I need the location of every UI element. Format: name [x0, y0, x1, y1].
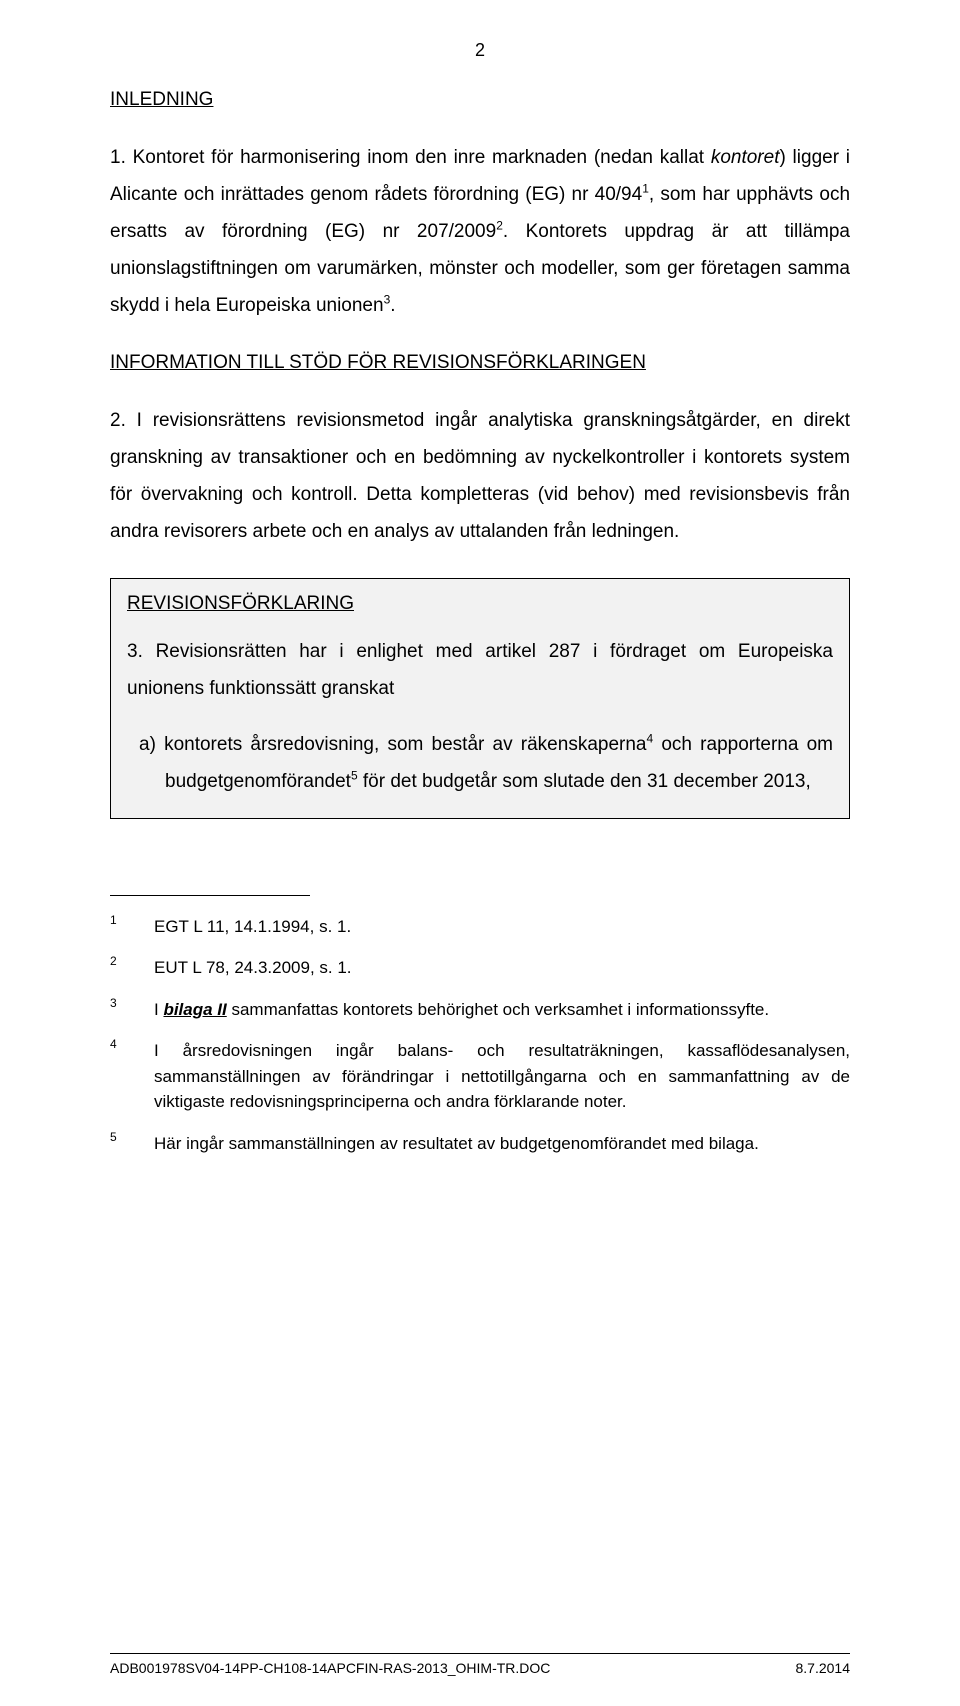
paragraph-3a: a) kontorets årsredovisning, som består …: [127, 726, 833, 800]
paragraph-1: 1. Kontoret för harmonisering inom den i…: [110, 139, 850, 324]
revision-box: REVISIONSFÖRKLARING 3. Revisionsrätten h…: [110, 578, 850, 818]
footnote-5: 5 Här ingår sammanställningen av resulta…: [110, 1131, 850, 1157]
footnote-4-text: I årsredovisningen ingår balans- och res…: [154, 1038, 850, 1115]
footnote-5-text: Här ingår sammanställningen av resultate…: [154, 1131, 850, 1157]
superscript-5: 5: [351, 768, 358, 782]
footer-rule: [110, 1653, 850, 1654]
p1-text-f: .: [390, 295, 395, 316]
page-container: 2 INLEDNING 1. Kontoret för harmoniserin…: [0, 0, 960, 1706]
footnote-1-text: EGT L 11, 14.1.1994, s. 1.: [154, 914, 850, 940]
footnote-5-num: 5: [110, 1128, 154, 1154]
heading-revision: REVISIONSFÖRKLARING: [127, 593, 833, 615]
footer-right: 8.7.2014: [796, 1660, 851, 1676]
footnote-1: 1 EGT L 11, 14.1.1994, s. 1.: [110, 914, 850, 940]
footnote-3: 3 I bilaga II sammanfattas kontorets beh…: [110, 997, 850, 1023]
footnote-2-text: EUT L 78, 24.3.2009, s. 1.: [154, 955, 850, 981]
footnote-4-num: 4: [110, 1035, 154, 1112]
superscript-1: 1: [642, 182, 649, 196]
p1-text-a: 1. Kontoret för harmonisering inom den i…: [110, 147, 711, 168]
footer-left: ADB001978SV04-14PP-CH108-14APCFIN-RAS-20…: [110, 1660, 550, 1676]
heading-inledning: INLEDNING: [110, 89, 850, 111]
p3a-text-a: a) kontorets årsredovisning, som består …: [139, 734, 646, 755]
p1-text-b-italic: kontoret: [711, 147, 780, 168]
superscript-2: 2: [496, 219, 503, 233]
heading-information: INFORMATION TILL STÖD FÖR REVISIONSFÖRKL…: [110, 352, 850, 374]
footnote-3-text: I bilaga II sammanfattas kontorets behör…: [154, 997, 850, 1023]
paragraph-3: 3. Revisionsrätten har i enlighet med ar…: [127, 633, 833, 707]
footnote-1-num: 1: [110, 911, 154, 937]
paragraph-2: 2. I revisionsrättens revisionsmetod ing…: [110, 402, 850, 550]
fn3-post: sammanfattas kontorets behörighet och ve…: [227, 1000, 769, 1019]
footnote-2: 2 EUT L 78, 24.3.2009, s. 1.: [110, 955, 850, 981]
fn3-bold: bilaga II: [163, 1000, 226, 1019]
footnote-2-num: 2: [110, 952, 154, 978]
footnote-4: 4 I årsredovisningen ingår balans- och r…: [110, 1038, 850, 1115]
content-area: INLEDNING 1. Kontoret för harmonisering …: [110, 89, 850, 1676]
footnote-rule: [110, 895, 310, 896]
page-number: 2: [110, 40, 850, 61]
p3a-text-c: för det budgetår som slutade den 31 dece…: [358, 771, 811, 792]
footnote-3-num: 3: [110, 994, 154, 1020]
footer: ADB001978SV04-14PP-CH108-14APCFIN-RAS-20…: [110, 1660, 850, 1676]
